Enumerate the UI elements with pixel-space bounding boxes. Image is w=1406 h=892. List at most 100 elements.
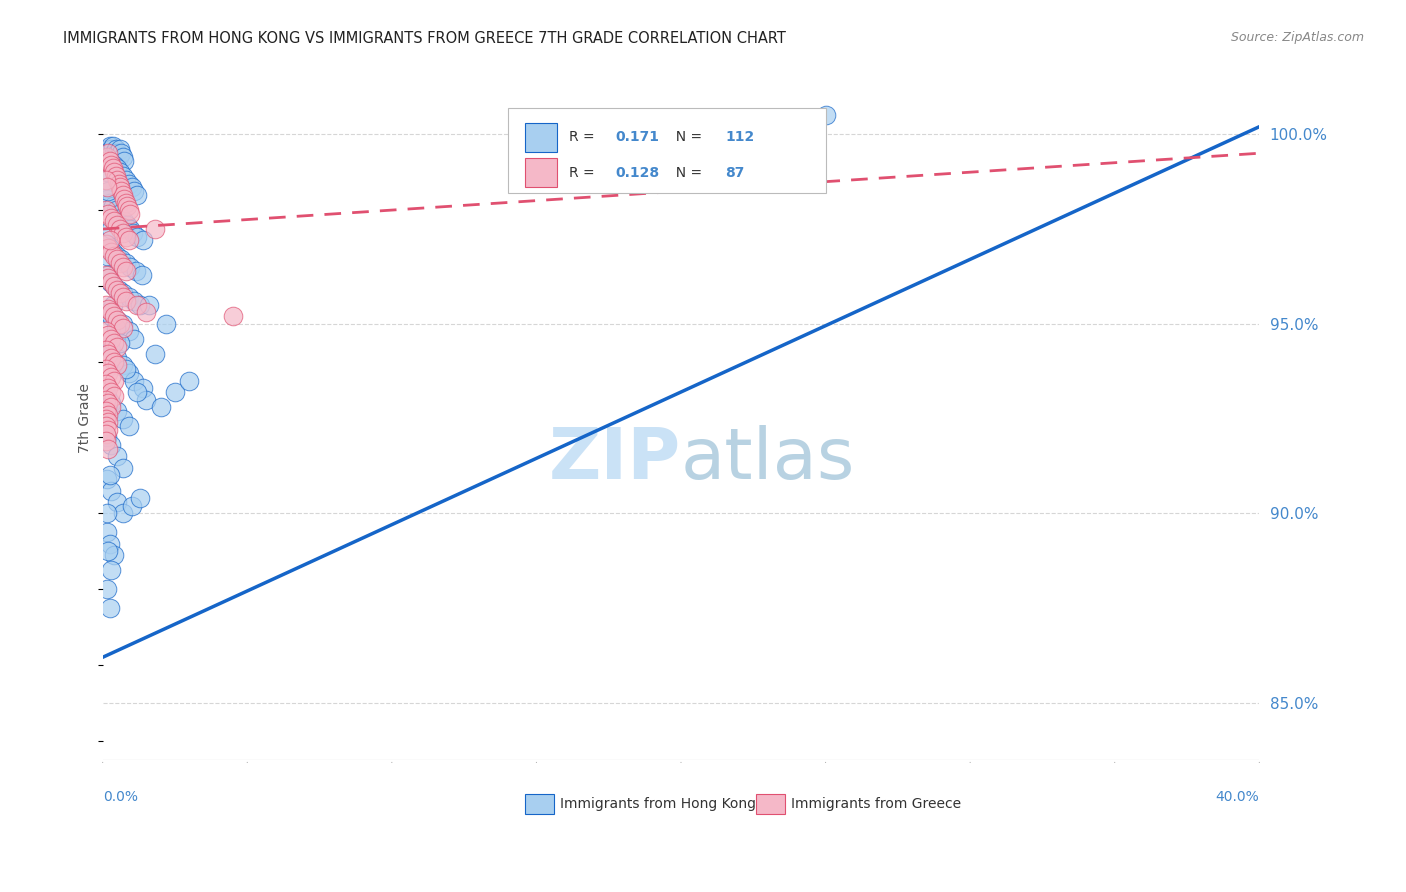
Point xyxy=(98,153,121,168)
Point xyxy=(96,506,118,520)
Point xyxy=(118,419,141,434)
Point xyxy=(114,293,136,308)
Point xyxy=(143,347,166,361)
Point xyxy=(96,582,118,596)
Point xyxy=(97,415,120,429)
Point xyxy=(124,332,146,346)
Point xyxy=(103,354,125,368)
Text: ZIP: ZIP xyxy=(548,425,681,494)
FancyBboxPatch shape xyxy=(524,794,554,814)
Point xyxy=(96,271,118,285)
Point xyxy=(96,389,118,403)
Point xyxy=(163,384,186,399)
Point xyxy=(98,234,121,248)
Point xyxy=(100,309,122,323)
Point xyxy=(111,290,134,304)
Point xyxy=(96,146,118,161)
Point xyxy=(120,207,142,221)
Text: 40.0%: 40.0% xyxy=(1216,790,1260,805)
Point xyxy=(108,335,131,350)
Point xyxy=(100,143,122,157)
Point xyxy=(117,199,139,213)
Point xyxy=(114,229,136,244)
Point xyxy=(108,317,131,331)
Point xyxy=(103,548,125,562)
Point xyxy=(124,374,146,388)
Point xyxy=(97,268,120,282)
Point xyxy=(97,146,120,161)
Point xyxy=(104,169,127,183)
Point xyxy=(98,601,121,615)
Text: R =: R = xyxy=(569,130,599,145)
Point xyxy=(111,188,134,202)
Point xyxy=(96,150,118,164)
Point xyxy=(97,143,120,157)
Point xyxy=(121,180,143,194)
Point xyxy=(149,400,172,414)
Point xyxy=(118,290,141,304)
Point xyxy=(105,146,128,161)
Point xyxy=(110,211,132,225)
Point xyxy=(97,328,120,343)
Point xyxy=(110,146,132,161)
Point xyxy=(94,392,117,407)
Point xyxy=(100,438,122,452)
Point xyxy=(132,381,155,395)
Point xyxy=(127,229,149,244)
Point xyxy=(105,313,128,327)
Text: atlas: atlas xyxy=(681,425,855,494)
Point xyxy=(138,298,160,312)
Point xyxy=(114,362,136,376)
Point xyxy=(129,491,152,505)
Point xyxy=(111,359,134,373)
Point xyxy=(105,339,128,353)
Point xyxy=(96,472,118,486)
Point xyxy=(105,351,128,365)
Point xyxy=(97,207,120,221)
Point xyxy=(111,411,134,425)
Point xyxy=(97,408,120,422)
Point xyxy=(105,450,128,464)
Point xyxy=(122,226,145,240)
Point xyxy=(103,278,125,293)
Point xyxy=(107,150,129,164)
Point xyxy=(114,256,136,270)
Point xyxy=(111,150,134,164)
Point xyxy=(94,426,117,441)
Point xyxy=(105,283,128,297)
Point xyxy=(97,184,120,198)
Point xyxy=(107,207,129,221)
Point xyxy=(96,165,118,179)
Text: 112: 112 xyxy=(725,130,754,145)
Point xyxy=(100,158,122,172)
Point xyxy=(101,199,124,213)
Point xyxy=(97,544,120,558)
Point xyxy=(100,400,122,414)
Point xyxy=(94,237,117,252)
Point xyxy=(108,143,131,157)
Point xyxy=(96,237,118,252)
Point xyxy=(111,506,134,520)
Point xyxy=(135,305,157,319)
Point xyxy=(94,173,117,187)
Point xyxy=(100,396,122,410)
Point xyxy=(108,286,131,301)
Point xyxy=(143,222,166,236)
FancyBboxPatch shape xyxy=(524,159,557,187)
Point xyxy=(97,241,120,255)
Point xyxy=(94,362,117,376)
Point xyxy=(179,374,201,388)
Point xyxy=(105,219,128,233)
Point xyxy=(96,430,118,444)
Point xyxy=(96,525,118,540)
Point xyxy=(97,347,120,361)
Text: R =: R = xyxy=(569,166,599,180)
Point xyxy=(103,278,125,293)
Point xyxy=(100,351,122,365)
Point xyxy=(98,138,121,153)
Point xyxy=(101,138,124,153)
Point xyxy=(108,256,131,270)
Point xyxy=(110,184,132,198)
Point xyxy=(97,301,120,316)
Point xyxy=(111,260,134,274)
